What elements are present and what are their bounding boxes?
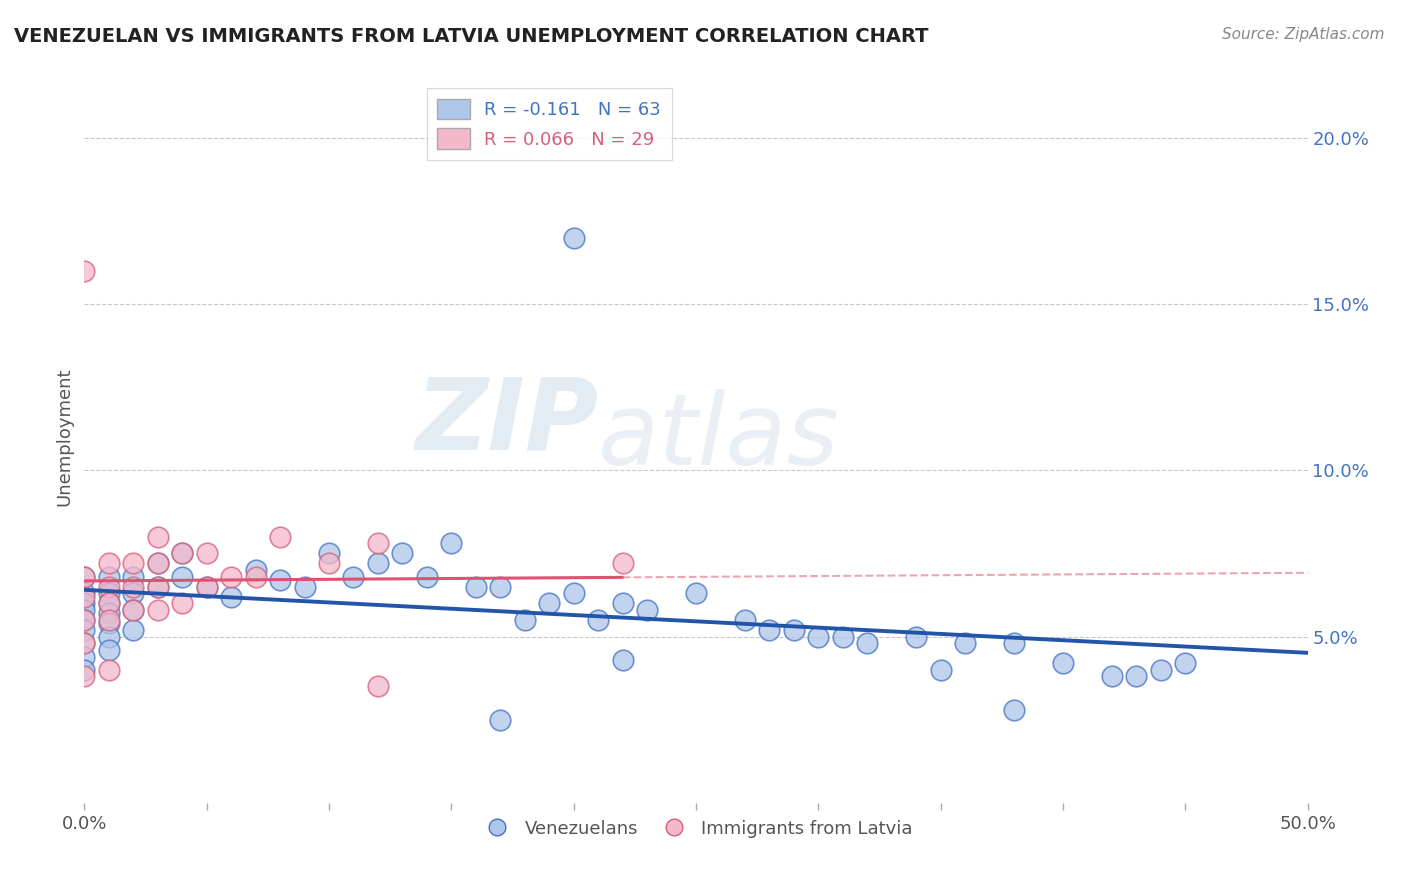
Point [953, 636, 976, 650]
Point [1174, 656, 1197, 670]
Point [73, 570, 96, 584]
Point [73, 596, 96, 610]
Point [416, 570, 439, 584]
Point [73, 264, 96, 278]
Point [122, 603, 145, 617]
Text: Source: ZipAtlas.com: Source: ZipAtlas.com [1222, 27, 1385, 42]
Point [342, 570, 364, 584]
Point [146, 530, 169, 544]
Point [562, 230, 585, 244]
Point [146, 557, 169, 571]
Point [807, 630, 830, 644]
Point [245, 570, 267, 584]
Point [97, 643, 120, 657]
Point [97, 557, 120, 571]
Point [562, 586, 585, 600]
Point [146, 603, 169, 617]
Point [73, 663, 96, 677]
Point [97, 570, 120, 584]
Point [1002, 636, 1025, 650]
Point [758, 623, 780, 637]
Point [146, 580, 169, 594]
Point [122, 570, 145, 584]
Point [294, 580, 316, 594]
Point [318, 557, 340, 571]
Point [219, 570, 242, 584]
Point [97, 663, 120, 677]
Point [219, 590, 242, 604]
Point [73, 586, 96, 600]
Point [440, 536, 463, 550]
Point [97, 586, 120, 600]
Point [97, 607, 120, 621]
Point [636, 603, 658, 617]
Point [172, 596, 194, 610]
Point [146, 580, 169, 594]
Text: ZIP: ZIP [415, 374, 598, 471]
Point [73, 613, 96, 627]
Point [269, 573, 291, 587]
Text: atlas: atlas [598, 389, 839, 485]
Point [73, 613, 96, 627]
Point [929, 663, 952, 677]
Point [538, 596, 561, 610]
Point [513, 613, 536, 627]
Point [172, 546, 194, 560]
Point [97, 630, 120, 644]
Point [73, 649, 96, 664]
Point [612, 653, 634, 667]
Legend: Venezuelans, Immigrants from Latvia: Venezuelans, Immigrants from Latvia [472, 813, 920, 845]
Point [172, 570, 194, 584]
Point [122, 580, 145, 594]
Point [73, 636, 96, 650]
Point [97, 596, 120, 610]
Point [685, 586, 707, 600]
Point [489, 580, 512, 594]
Point [464, 580, 486, 594]
Point [1150, 663, 1173, 677]
Point [97, 613, 120, 627]
Point [905, 630, 928, 644]
Point [318, 546, 340, 560]
Point [122, 623, 145, 637]
Point [97, 580, 120, 594]
Point [146, 557, 169, 571]
Point [73, 570, 96, 584]
Point [1002, 703, 1025, 717]
Point [1125, 669, 1147, 683]
Point [245, 563, 267, 577]
Point [195, 580, 218, 594]
Point [734, 613, 756, 627]
Point [122, 603, 145, 617]
Point [97, 596, 120, 610]
Point [586, 613, 609, 627]
Point [391, 546, 413, 560]
Point [269, 530, 291, 544]
Point [97, 616, 120, 631]
Point [73, 636, 96, 650]
Point [367, 536, 389, 550]
Point [783, 623, 806, 637]
Point [73, 603, 96, 617]
Point [489, 713, 512, 727]
Point [122, 557, 145, 571]
Point [831, 630, 853, 644]
Point [612, 557, 634, 571]
Point [612, 596, 634, 610]
Point [367, 557, 389, 571]
Point [172, 546, 194, 560]
Y-axis label: Unemployment: Unemployment [55, 368, 73, 507]
Point [73, 669, 96, 683]
Text: VENEZUELAN VS IMMIGRANTS FROM LATVIA UNEMPLOYMENT CORRELATION CHART: VENEZUELAN VS IMMIGRANTS FROM LATVIA UNE… [14, 27, 928, 45]
Point [73, 590, 96, 604]
Point [1101, 669, 1123, 683]
Point [367, 680, 389, 694]
Point [73, 623, 96, 637]
Point [195, 546, 218, 560]
Point [195, 580, 218, 594]
Point [856, 636, 879, 650]
Point [1052, 656, 1074, 670]
Point [122, 586, 145, 600]
